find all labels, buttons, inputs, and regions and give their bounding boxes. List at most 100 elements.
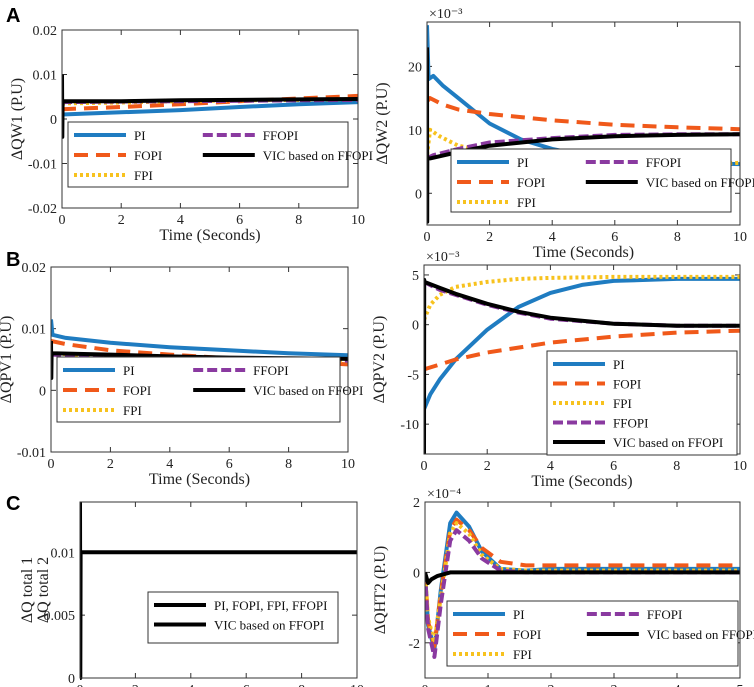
legend-label-a1: PI <box>134 128 146 143</box>
x-tick-label-b2: 6 <box>610 459 617 474</box>
x-axis-title-b1: Time (Seconds) <box>149 471 250 488</box>
legend-label-c1: VIC based on FFOPI <box>214 618 324 633</box>
x-tick-label-b2: 0 <box>421 459 428 474</box>
panel-letter-a: A <box>6 5 20 27</box>
legend-label-c1: PI, FOPI, FPI, FFOPI <box>214 598 327 613</box>
x-tick-label-a2: 10 <box>733 230 747 245</box>
x-tick-label-c1: 4 <box>187 683 194 687</box>
legend-label-b1: FPI <box>123 403 142 418</box>
chart-a1: -0.02 -0.01 0 0.01 0.02 0 2 4 6 8 10 Time (Seconds)… <box>9 24 373 244</box>
x-tick-label-c2: 3 <box>611 683 618 687</box>
y-tick-label-b1: 0.01 <box>22 323 47 338</box>
y-tick-label-c1: 0.01 <box>51 546 76 561</box>
legend-label-a2: FPI <box>517 195 536 210</box>
x-tick-label-b1: 8 <box>285 457 292 472</box>
y-tick-label-b2: -5 <box>407 368 419 383</box>
plot-area-c1 <box>80 502 357 678</box>
y-tick-label-c2: 2 <box>413 496 420 511</box>
x-tick-label-c1: 8 <box>298 683 305 687</box>
x-tick-label-b2: 10 <box>733 459 747 474</box>
x-tick-label-a1: 2 <box>118 213 125 228</box>
legend-label-c2: FPI <box>513 647 532 662</box>
x-tick-label-a2: 4 <box>549 230 556 245</box>
y-axis-title-c2: ΔQHT2 (P.U) <box>372 546 389 635</box>
y-tick-label-a2: 20 <box>408 60 422 75</box>
chart-b2: -10 -5 0 5 0 2 4 6 8 10 ×10⁻³ Time (Seconds) ΔQPV2 (… <box>371 250 747 490</box>
legend-label-a2: PI <box>517 155 529 170</box>
y-axis-title-b1: ΔQPV1 (P.U) <box>0 316 15 404</box>
legend-box-c1 <box>147 591 339 644</box>
series-line-fopi-c2 <box>425 517 740 649</box>
legend-label-b1: PI <box>123 363 135 378</box>
plot-frame-c2 <box>424 501 741 679</box>
x-axis-title-a2: Time (Seconds) <box>533 244 634 261</box>
y-axis-title-b2: ΔQPV2 (P.U) <box>371 316 388 404</box>
x-tick-label-b2: 8 <box>673 459 680 474</box>
x-tick-label-a2: 8 <box>674 230 681 245</box>
chart-a2: 0 10 20 0 2 4 6 8 10 ×10⁻³ Time (Seconds) ΔQW2 (P.U… <box>374 7 754 261</box>
legend-label-b2: VIC based on FFOPI <box>613 435 723 450</box>
legend-label-b1: FFOPI <box>253 363 288 378</box>
y-tick-label-a2: 10 <box>408 124 422 139</box>
y-axis-title-c1: ΔQ total 1 <box>19 557 36 623</box>
plot-frame-a1 <box>61 29 359 209</box>
x-axis-title-b2: Time (Seconds) <box>531 473 632 490</box>
x-tick-label-a1: 8 <box>295 213 302 228</box>
y-tick-label-b1: 0 <box>39 384 46 399</box>
legend-label-a2: FFOPI <box>646 155 681 170</box>
y-tick-label-c1: 0.005 <box>44 609 76 624</box>
legend-label-a1: FFOPI <box>263 128 298 143</box>
x-tick-label-c2: 0 <box>422 683 429 687</box>
y-tick-label-b1: -0.01 <box>17 446 46 461</box>
series-group-c2 <box>425 510 740 659</box>
x-tick-label-a2: 6 <box>611 230 618 245</box>
y-tick-label-b2: 0 <box>412 319 419 334</box>
plot-frame-c1 <box>79 501 358 679</box>
x-tick-label-b2: 4 <box>547 459 554 474</box>
y-tick-label-b2: -10 <box>400 418 419 433</box>
x-tick-label-b1: 4 <box>166 457 173 472</box>
x-axis-title-a1: Time (Seconds) <box>159 227 260 244</box>
exponent-label-c2: ×10⁻⁴ <box>427 487 461 502</box>
legend-label-b2: FFOPI <box>613 416 648 431</box>
y-axis-title-a2: ΔQW2 (P.U) <box>374 82 391 164</box>
x-tick-label-a1: 10 <box>351 213 365 228</box>
legend-label-b2: PI <box>613 357 625 372</box>
x-tick-label-b1: 6 <box>226 457 233 472</box>
y-tick-label-a2: 0 <box>415 187 422 202</box>
x-tick-label-b1: 10 <box>341 457 355 472</box>
y-axis-title-a1: ΔQW1 (P.U) <box>9 78 26 160</box>
panel-letter-b: B <box>6 249 20 271</box>
legend-label-b1: VIC based on FFOPI <box>253 383 363 398</box>
x-tick-label-c1: 0 <box>77 683 84 687</box>
legend-label-a2: VIC based on FFOPI <box>646 175 754 190</box>
y-axis-title-2-c1: ΔQ total 2 <box>35 557 52 623</box>
y-tick-label-a1: -0.02 <box>28 202 57 217</box>
series-line-vic-c2 <box>425 570 740 585</box>
y-tick-label-a1: 0.02 <box>33 24 58 39</box>
legend-label-b2: FOPI <box>613 377 641 392</box>
y-tick-label-a1: -0.01 <box>28 158 57 173</box>
y-tick-label-a1: 0 <box>50 113 57 128</box>
series-line-pi-b2 <box>424 276 740 410</box>
exponent-label-a2: ×10⁻³ <box>429 7 462 22</box>
legend-b2: PI FOPI FPI FFOPI VIC based on FFOPI <box>546 350 738 456</box>
y-tick-label-a1: 0.01 <box>33 69 58 84</box>
series-line-fopi-a2 <box>427 96 740 132</box>
legend-label-a2: FOPI <box>517 175 545 190</box>
x-tick-label-c1: 10 <box>350 683 364 687</box>
y-tick-label-c1: 0 <box>68 672 75 687</box>
charts-layer: -0.02 -0.01 0 0.01 0.02 0 2 4 6 8 10 Time (Seconds)… <box>0 7 754 687</box>
y-tick-label-c2: -2 <box>408 637 420 652</box>
chart-c2: -202012345×10⁻⁴Time (Seconds)ΔQHT2 (P.U)… <box>372 487 754 687</box>
series-line-pi-b1 <box>51 319 348 358</box>
x-tick-label-c1: 6 <box>243 683 250 687</box>
x-tick-label-b1: 2 <box>107 457 114 472</box>
legend-label-c2: VIC based on FFOPI <box>647 627 754 642</box>
legend-label-c2: PI <box>513 607 525 622</box>
legend-label-a1: FPI <box>134 168 153 183</box>
exponent-label-b2: ×10⁻³ <box>426 250 459 265</box>
